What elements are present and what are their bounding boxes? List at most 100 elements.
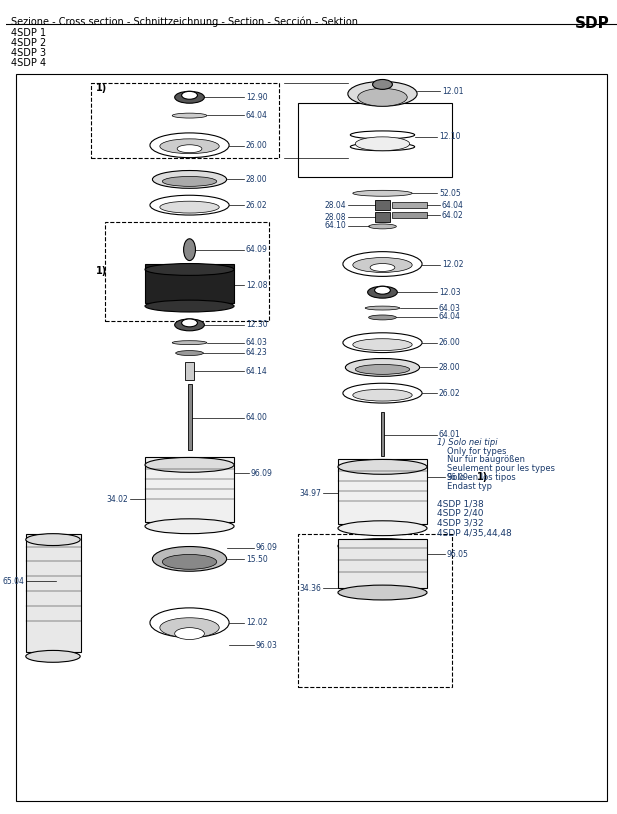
Ellipse shape xyxy=(353,257,412,273)
Ellipse shape xyxy=(172,113,207,118)
Text: 96.09: 96.09 xyxy=(447,473,469,482)
Text: 12.01: 12.01 xyxy=(442,87,463,96)
Ellipse shape xyxy=(353,339,412,351)
Text: 65.04: 65.04 xyxy=(2,576,24,585)
Text: 4SDP 1: 4SDP 1 xyxy=(12,28,46,38)
Ellipse shape xyxy=(365,306,400,310)
Text: 28.00: 28.00 xyxy=(439,363,460,372)
Text: 34.36: 34.36 xyxy=(299,584,321,593)
Text: Nur für baugrößen: Nur für baugrößen xyxy=(447,456,525,465)
Text: Endast typ: Endast typ xyxy=(447,482,492,491)
Text: 96.09: 96.09 xyxy=(251,469,273,478)
Text: 34.97: 34.97 xyxy=(299,488,321,497)
Ellipse shape xyxy=(346,358,420,376)
Ellipse shape xyxy=(145,300,234,312)
Ellipse shape xyxy=(160,201,219,213)
Ellipse shape xyxy=(172,341,207,344)
Bar xyxy=(338,459,427,523)
Text: 4SDP 4/35,44,48: 4SDP 4/35,44,48 xyxy=(437,529,511,538)
Ellipse shape xyxy=(184,239,196,260)
Text: Only for types: Only for types xyxy=(447,447,507,456)
Ellipse shape xyxy=(338,585,427,600)
Ellipse shape xyxy=(338,521,427,536)
Text: 26.00: 26.00 xyxy=(439,338,461,348)
Text: Sezione - Cross section - Schnittzeichnung - Section - Sección - Sektion: Sezione - Cross section - Schnittzeichnu… xyxy=(12,16,358,27)
Ellipse shape xyxy=(368,224,396,229)
Ellipse shape xyxy=(370,264,395,271)
Ellipse shape xyxy=(176,351,204,356)
Bar xyxy=(381,412,384,457)
Text: 64.03: 64.03 xyxy=(246,338,268,348)
Text: 64.01: 64.01 xyxy=(439,431,461,440)
Bar xyxy=(338,539,427,588)
Ellipse shape xyxy=(160,139,219,154)
Text: 28.08: 28.08 xyxy=(325,212,346,221)
Ellipse shape xyxy=(150,133,229,158)
Ellipse shape xyxy=(160,618,219,637)
Bar xyxy=(188,384,191,449)
Bar xyxy=(375,200,391,210)
Bar xyxy=(27,534,81,652)
Ellipse shape xyxy=(353,389,412,401)
Ellipse shape xyxy=(150,608,229,637)
Text: 96.05: 96.05 xyxy=(447,550,469,559)
Text: 12.02: 12.02 xyxy=(442,260,463,269)
Ellipse shape xyxy=(368,287,397,298)
Ellipse shape xyxy=(348,81,417,106)
Bar xyxy=(392,212,427,218)
Ellipse shape xyxy=(152,170,226,188)
Ellipse shape xyxy=(368,315,396,320)
Bar xyxy=(145,457,234,522)
Text: SDP: SDP xyxy=(575,16,610,31)
Ellipse shape xyxy=(353,190,412,196)
Text: 28.04: 28.04 xyxy=(325,200,346,210)
Text: Solo en los tipos: Solo en los tipos xyxy=(447,473,516,483)
Ellipse shape xyxy=(350,131,415,139)
Ellipse shape xyxy=(152,546,226,571)
Text: 1) Solo nei tipi: 1) Solo nei tipi xyxy=(437,438,497,447)
Ellipse shape xyxy=(177,145,202,153)
Text: 52.05: 52.05 xyxy=(439,189,461,198)
Text: 12.08: 12.08 xyxy=(246,281,267,290)
Bar xyxy=(392,202,427,208)
Text: 34.02: 34.02 xyxy=(106,495,128,504)
Bar xyxy=(375,212,391,222)
Text: 64.02: 64.02 xyxy=(442,211,463,220)
Text: 12.30: 12.30 xyxy=(246,321,268,330)
Text: 12.10: 12.10 xyxy=(439,133,460,142)
Text: 1): 1) xyxy=(96,83,107,94)
Ellipse shape xyxy=(343,333,422,352)
Text: 64.00: 64.00 xyxy=(246,414,268,422)
Ellipse shape xyxy=(343,383,422,403)
Text: 64.09: 64.09 xyxy=(246,245,268,254)
Bar xyxy=(145,264,234,303)
Ellipse shape xyxy=(145,519,234,534)
Text: 64.04: 64.04 xyxy=(442,200,464,210)
Text: 26.00: 26.00 xyxy=(246,142,268,151)
Text: 4SDP 2/40: 4SDP 2/40 xyxy=(437,509,483,518)
Bar xyxy=(184,362,194,380)
Text: 96.09: 96.09 xyxy=(256,543,278,552)
Ellipse shape xyxy=(162,177,217,186)
Text: 64.04: 64.04 xyxy=(246,111,268,120)
Text: 12.02: 12.02 xyxy=(246,618,267,628)
Text: 28.00: 28.00 xyxy=(246,175,268,184)
Ellipse shape xyxy=(338,459,427,475)
Text: 1): 1) xyxy=(96,266,107,277)
Ellipse shape xyxy=(181,319,197,327)
Ellipse shape xyxy=(350,142,415,151)
Ellipse shape xyxy=(145,264,234,275)
Text: 1): 1) xyxy=(476,472,488,482)
Text: 64.23: 64.23 xyxy=(246,348,268,357)
Ellipse shape xyxy=(181,91,197,99)
Ellipse shape xyxy=(175,628,204,640)
Ellipse shape xyxy=(375,287,391,294)
Text: 4SDP 3/32: 4SDP 3/32 xyxy=(437,519,484,527)
Bar xyxy=(299,534,452,687)
Ellipse shape xyxy=(358,89,407,106)
Text: 64.14: 64.14 xyxy=(246,367,268,376)
Ellipse shape xyxy=(355,137,410,151)
Text: Seulement pour les types: Seulement pour les types xyxy=(447,465,555,474)
Ellipse shape xyxy=(175,319,204,330)
Ellipse shape xyxy=(26,650,80,663)
